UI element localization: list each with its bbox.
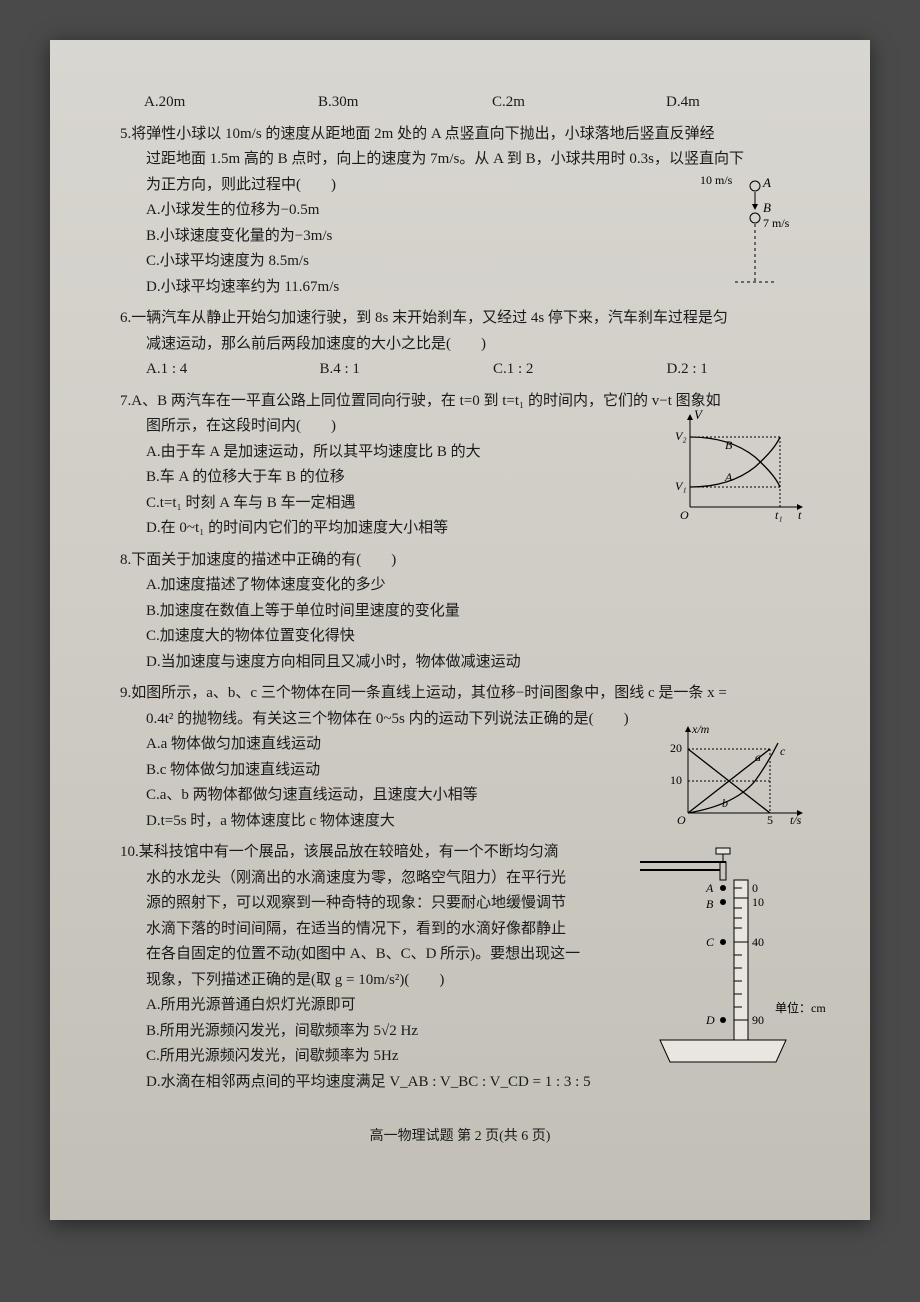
drop-A-icon: [720, 885, 726, 891]
q7-fig-V2: V₂: [675, 429, 687, 443]
q7-fig-V1: V₁: [675, 479, 687, 493]
question-8: 8.下面关于加速度的描述中正确的有( ) A.加速度描述了物体速度变化的多少 B…: [120, 548, 800, 676]
ball-B-icon: [750, 213, 760, 223]
q7-fig-V: V: [694, 407, 704, 422]
q5-fig-B: B: [763, 200, 771, 215]
question-10: 10.某科技馆中有一个展品，该展品放在较暗处，有一个不断均匀滴 水的水龙头（刚滴…: [120, 840, 800, 1095]
q10-fig-unit: 单位：cm: [775, 1000, 826, 1015]
q9-fig-a: a: [755, 750, 761, 764]
q9-fig-y20: 20: [670, 741, 682, 755]
ball-A-icon: [750, 181, 760, 191]
q10-figure: A B C D 0 10 40 90 单位：cm: [630, 840, 830, 1080]
q7-fig-B: B: [725, 438, 733, 452]
q7-figure: V V₂ V₁ O t₁ t A B: [670, 407, 810, 537]
q9-fig-O: O: [677, 813, 686, 827]
q8-opt-b: B.加速度在数值上等于单位时间里速度的变化量: [146, 599, 800, 625]
q7-svg: V V₂ V₁ O t₁ t A B: [670, 407, 810, 527]
q9-svg: x/m 20 10 O 5 t/s a b c: [660, 721, 810, 831]
q10-fig-r10: 10: [752, 895, 764, 909]
opt-d: D.4m: [666, 90, 800, 116]
q7-fig-t1: t₁: [775, 508, 783, 522]
q10-fig-r40: 40: [752, 935, 764, 949]
opt-c: C.2m: [492, 90, 626, 116]
q8-opt-d: D.当加速度与速度方向相同且又减小时，物体做减速运动: [146, 650, 800, 676]
q10-fig-C: C: [706, 935, 715, 949]
q9-fig-ylabel: x/m: [691, 722, 710, 736]
faucet-handle-icon: [716, 848, 730, 854]
q8-opt-a: A.加速度描述了物体速度变化的多少: [146, 573, 800, 599]
opt-a: A.20m: [144, 90, 278, 116]
q8-stem: 8.下面关于加速度的描述中正确的有( ): [146, 548, 800, 574]
q9-fig-b: b: [722, 796, 728, 810]
q5-fig-7ms: 7 m/s: [763, 216, 790, 230]
basin-icon: [660, 1040, 786, 1062]
q6-stem2: 减速运动，那么前后两段加速度的大小之比是( ): [146, 332, 800, 358]
q6-opt-b: B.4 : 1: [320, 357, 454, 383]
q7-fig-A: A: [724, 470, 733, 484]
q7-fig-t: t: [798, 508, 802, 522]
page-footer: 高一物理试题 第 2 页(共 6 页): [120, 1125, 800, 1149]
q5-stem: 5.将弹性小球以 10m/s 的速度从距地面 2m 处的 A 点竖直向下抛出，小…: [146, 122, 800, 148]
q10-svg: A B C D 0 10 40 90 单位：cm: [630, 840, 830, 1070]
q6-stem: 6.一辆汽车从静止开始匀加速行驶，到 8s 末开始刹车，又经过 4s 停下来，汽…: [146, 306, 800, 332]
q6-opt-d: D.2 : 1: [667, 357, 801, 383]
question-7: 7.A、B 两汽车在一平直公路上同位置同向行驶，在 t=0 到 t=t₁ 的时间…: [120, 389, 800, 542]
drop-D-icon: [720, 1017, 726, 1023]
q10-fig-B: B: [706, 897, 714, 911]
q9-fig-xlabel: t/s: [790, 813, 802, 827]
drop-B-icon: [720, 899, 726, 905]
y-arrow-icon: [687, 414, 693, 420]
arrow-down-head-icon: [752, 204, 758, 210]
q4-options: A.20m B.30m C.2m D.4m: [144, 90, 800, 116]
q6-options: A.1 : 4 B.4 : 1 C.1 : 2 D.2 : 1: [146, 357, 800, 383]
q10-fig-r90: 90: [752, 1013, 764, 1027]
q9-fig-y10: 10: [670, 773, 682, 787]
q9-stem: 9.如图所示，a、b、c 三个物体在同一条直线上运动，其位移−时间图象中，图线 …: [146, 681, 800, 707]
drop-C-icon: [720, 939, 726, 945]
q5-fig-10ms: 10 m/s: [700, 173, 733, 187]
exam-page: A.20m B.30m C.2m D.4m 5.将弹性小球以 10m/s 的速度…: [50, 40, 870, 1220]
q10-fig-r0: 0: [752, 881, 758, 895]
q10-fig-A: A: [705, 881, 714, 895]
question-6: 6.一辆汽车从静止开始匀加速行驶，到 8s 末开始刹车，又经过 4s 停下来，汽…: [120, 306, 800, 383]
q5-stem2: 过距地面 1.5m 高的 B 点时，向上的速度为 7m/s。从 A 到 B，小球…: [146, 147, 800, 173]
q9-fig-x5: 5: [767, 813, 773, 827]
q9-figure: x/m 20 10 O 5 t/s a b c: [660, 721, 810, 841]
q5-svg: 10 m/s A B 7 m/s: [700, 172, 810, 292]
q6-opt-c: C.1 : 2: [493, 357, 627, 383]
q6-opt-a: A.1 : 4: [146, 357, 280, 383]
faucet-neck-icon: [720, 862, 726, 880]
question-5: 5.将弹性小球以 10m/s 的速度从距地面 2m 处的 A 点竖直向下抛出，小…: [120, 122, 800, 301]
y-arrow-icon: [685, 726, 691, 732]
q7-fig-O: O: [680, 508, 689, 522]
q10-fig-D: D: [705, 1013, 715, 1027]
ruler-icon: [734, 880, 748, 1040]
q5-fig-A: A: [762, 175, 771, 190]
q5-figure: 10 m/s A B 7 m/s: [700, 172, 810, 302]
q9-fig-c: c: [780, 744, 786, 758]
opt-b: B.30m: [318, 90, 452, 116]
question-9: 9.如图所示，a、b、c 三个物体在同一条直线上运动，其位移−时间图象中，图线 …: [120, 681, 800, 834]
q8-opt-c: C.加速度大的物体位置变化得快: [146, 624, 800, 650]
